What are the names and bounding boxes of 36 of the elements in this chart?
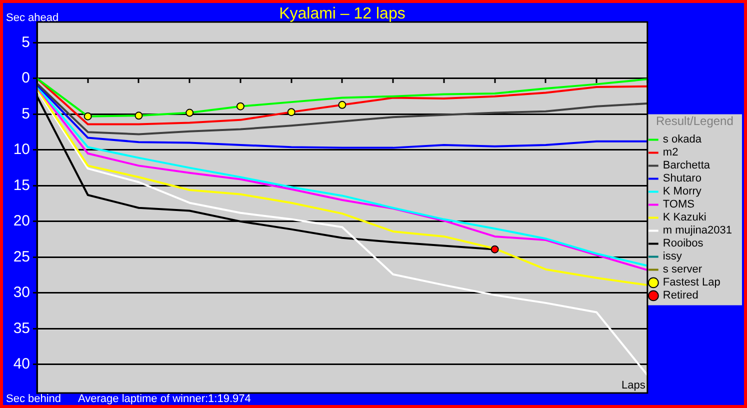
legend-label: m mujina2031 (662, 224, 732, 237)
y-tick-label: 30 (13, 284, 30, 302)
legend-label: K Morry (662, 186, 702, 198)
legend-title: Result/Legend (656, 114, 734, 128)
y-tick-label: 5 (22, 105, 30, 122)
x-axis-title: Laps (622, 380, 646, 392)
legend-label: issy (662, 250, 682, 263)
text: Average laptime of winner:1:19.974 (78, 393, 251, 406)
point (84, 112, 92, 120)
chart-title: Kyalami – 12 laps (279, 5, 406, 22)
legend-label: Retired (662, 290, 698, 302)
legend-label: m2 (662, 146, 678, 159)
y-tick-label: 0 (22, 70, 30, 87)
y-tick-label: 40 (13, 356, 30, 373)
point (287, 108, 296, 116)
y-tick-label: 10 (13, 141, 30, 158)
y-tick-label: 15 (13, 176, 30, 194)
legend-label: Rooibos (662, 238, 704, 250)
point (490, 245, 499, 254)
point (236, 102, 244, 110)
legend-label: Fastest Lap (662, 276, 720, 289)
legend-label: s okada (662, 134, 702, 146)
legend-label: TOMS (662, 198, 694, 211)
point (338, 100, 346, 109)
y-tick-label: 25 (13, 248, 30, 266)
point (134, 112, 143, 120)
y-tick-label: 5 (22, 34, 30, 51)
legend-label: Barchetta (662, 160, 711, 172)
legend-label: Shutaro (662, 172, 702, 185)
point (186, 108, 194, 117)
y-tick-label: 35 (13, 320, 30, 337)
text: Sec behind (6, 393, 62, 406)
legend-label: K Kazuki (662, 212, 706, 224)
legend-label: s server (662, 264, 702, 276)
y-axis-title: Sec ahead (6, 12, 59, 24)
y-tick-label: 20 (13, 212, 30, 230)
